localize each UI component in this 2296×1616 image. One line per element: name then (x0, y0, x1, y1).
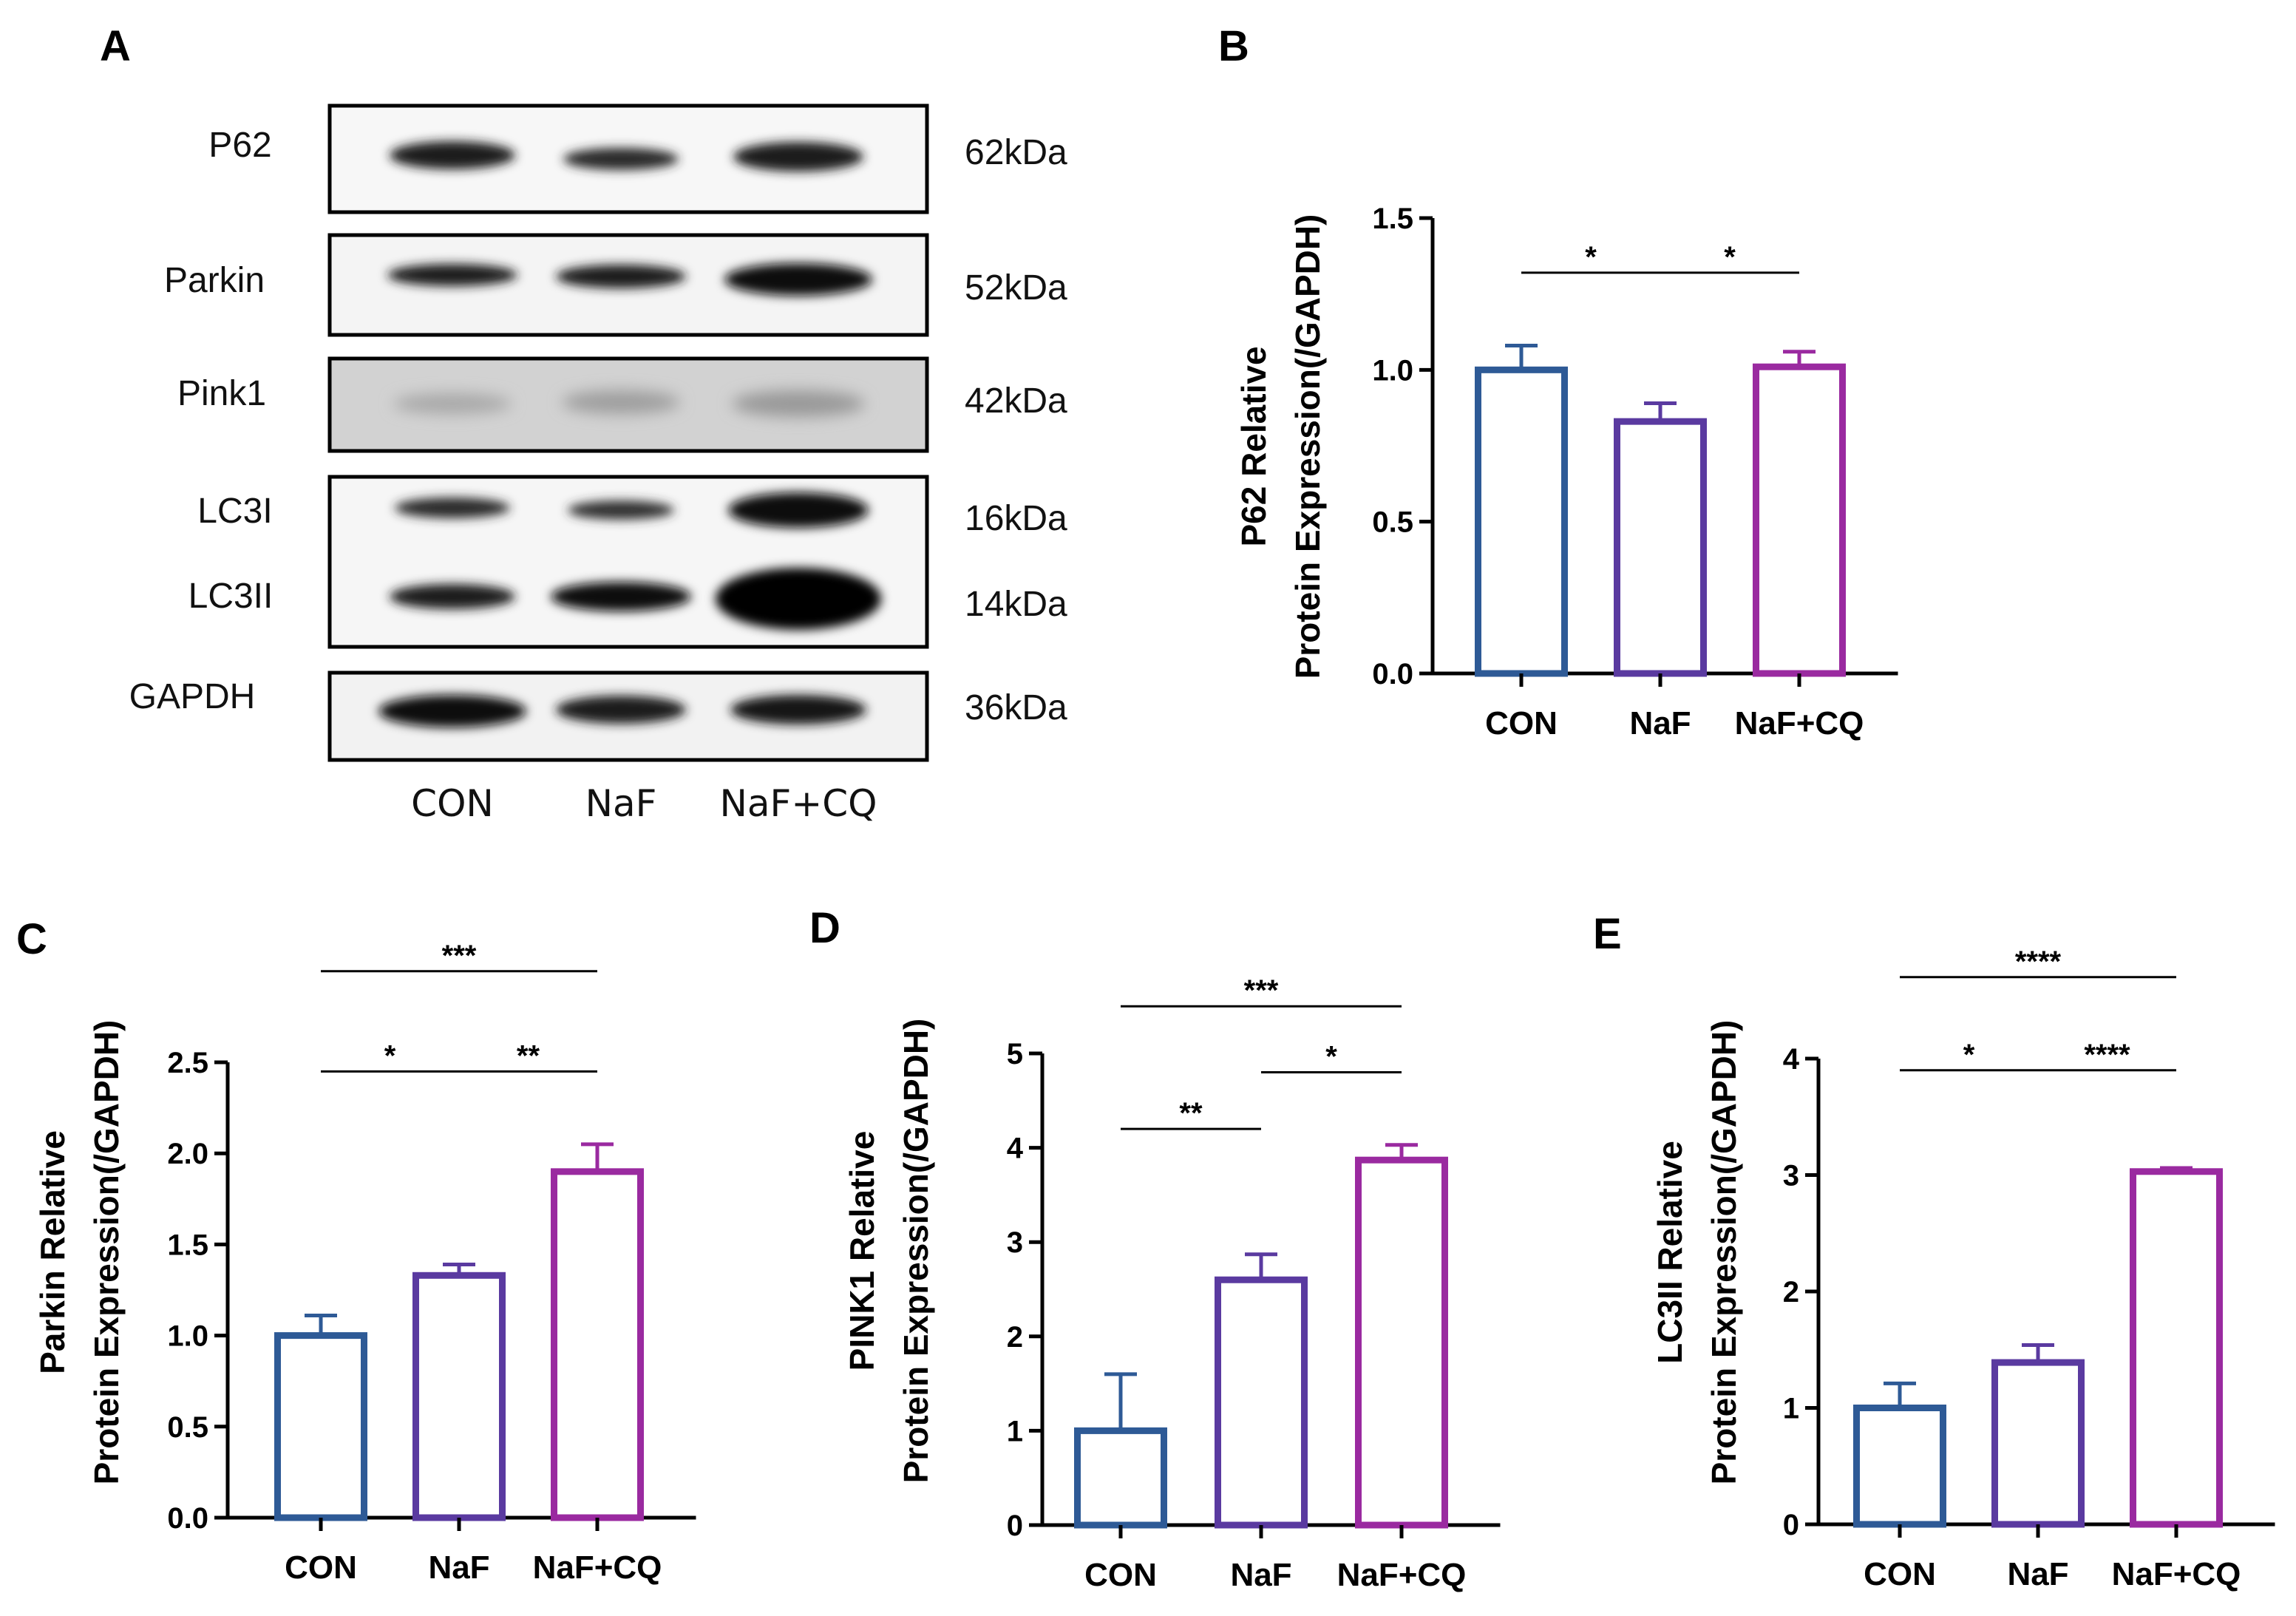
bar-naf (1991, 1359, 2085, 1528)
x-category-label: NaF+CQ (1735, 705, 1864, 741)
x-category-label: NaF (428, 1549, 489, 1586)
y-tick-label: 5 (1007, 1038, 1023, 1070)
y-axis-label-line-2: Protein Expression(/GAPDH) (1288, 214, 1327, 679)
y-tick-label: 2.0 (167, 1138, 208, 1170)
x-category-label: NaF+CQ (1337, 1557, 1467, 1593)
x-category-label: NaF+CQ (533, 1549, 662, 1586)
y-tick-label: 1 (1007, 1415, 1023, 1447)
significance-label: ** (1179, 1097, 1203, 1130)
x-category-label: CON (1485, 705, 1558, 741)
blot-label-parkin: Parkin (164, 261, 265, 300)
significance-label: * (1963, 1039, 1975, 1071)
significance-label: *** (442, 940, 477, 972)
blot-strip-parkin (327, 233, 929, 337)
blot-label-lc3i: LC3I (197, 492, 272, 531)
y-tick-label: 1.5 (167, 1229, 208, 1261)
blot-size-p62: 62kDa (965, 133, 1067, 172)
significance-label: * (384, 1039, 396, 1072)
significance-label: * (1585, 241, 1597, 274)
y-tick-label: 0 (1007, 1510, 1023, 1542)
y-tick-label: 3 (1007, 1226, 1023, 1259)
x-category-label: NaF (2007, 1556, 2068, 1592)
blot-label-pink1: Pink1 (177, 374, 266, 413)
panel-letter-a: A (100, 22, 131, 70)
y-axis-label-line-2: Protein Expression(/GAPDH) (1705, 1020, 1743, 1485)
blot-size-gapdh: 36kDa (965, 688, 1067, 727)
y-tick-label: 4 (1007, 1133, 1024, 1165)
blot-size-lc3ii: 14kDa (965, 585, 1067, 624)
blot-size-parkin: 52kDa (965, 268, 1067, 308)
y-axis-label-line-1: PINK1 Relative (843, 1131, 881, 1371)
x-category-label: NaF+CQ (2112, 1556, 2241, 1592)
y-tick-label: 2.5 (167, 1047, 208, 1079)
bar-chart-c: C Parkin Relative Protein Expression(/GAPD… (16, 915, 696, 1586)
bar-naf-cq (1753, 363, 1846, 677)
y-tick-label: 2 (1783, 1276, 1799, 1308)
bar-naf (1614, 418, 1707, 677)
bar-naf-cq (551, 1168, 644, 1521)
blot-strip-p62 (327, 103, 929, 214)
blot-label-p62: P62 (208, 126, 271, 165)
bar-chart-b: B P62 Relative Protein Expression(/GAPDH) 0… (1218, 22, 1898, 741)
bar-chart-d: D PINK1 Relative Protein Expression(/GAPDH… (809, 904, 1501, 1593)
bar-naf (1215, 1276, 1308, 1529)
western-blot-panel: A P62 Parkin Pink1 LC3I LC3II GAPDH 62kD… (100, 22, 1067, 825)
panel-letter-c: C (16, 915, 47, 963)
bar-naf-cq (1355, 1156, 1448, 1529)
y-tick-label: 1.5 (1372, 203, 1413, 235)
blot-strip-pink1 (327, 356, 929, 453)
y-tick-label: 4 (1783, 1043, 1800, 1076)
x-category-label: NaF (1629, 705, 1691, 741)
y-tick-label: 0.0 (167, 1502, 208, 1535)
y-tick-label: 3 (1783, 1160, 1799, 1192)
y-tick-label: 2 (1007, 1321, 1023, 1354)
blot-label-lc3ii: LC3II (188, 577, 274, 616)
significance-label: **** (2015, 946, 2062, 978)
y-tick-label: 0.5 (1372, 506, 1413, 539)
blot-label-gapdh: GAPDH (129, 677, 256, 716)
y-axis-label-line-2: Protein Expression(/GAPDH) (87, 1020, 126, 1485)
significance-label: ** (517, 1039, 540, 1072)
blot-strip-gapdh (327, 670, 929, 762)
y-tick-label: 0.5 (167, 1411, 208, 1444)
bar-naf (412, 1272, 506, 1521)
significance-label: **** (2084, 1039, 2130, 1071)
significance-label: * (1325, 1041, 1337, 1073)
panel-letter-d: D (809, 904, 840, 952)
blot-size-lc3i: 16kDa (965, 499, 1067, 538)
y-tick-label: 0.0 (1372, 658, 1413, 690)
blot-strip-lc3 (327, 475, 929, 649)
bar-chart-e: E LC3II Relative Protein Expression(/GAPDH… (1593, 910, 2275, 1592)
y-axis-label-line-2: Protein Expression(/GAPDH) (897, 1019, 935, 1484)
y-tick-label: 0 (1783, 1509, 1799, 1541)
panel-letter-b: B (1218, 22, 1249, 70)
blot-lane-naf-cq: NaF+CQ (720, 782, 877, 825)
y-axis-label-line-1: P62 Relative (1234, 346, 1273, 546)
x-category-label: CON (285, 1549, 357, 1586)
y-axis-label-line-1: LC3II Relative (1651, 1141, 1689, 1364)
x-category-label: CON (1084, 1557, 1157, 1593)
significance-label: *** (1244, 974, 1279, 1007)
blot-lane-con: CON (411, 782, 494, 825)
y-tick-label: 1.0 (167, 1320, 208, 1353)
x-category-label: CON (1864, 1556, 1936, 1592)
bar-con (1475, 366, 1568, 677)
bar-con (1074, 1427, 1167, 1529)
y-axis-label-line-1: Parkin Relative (33, 1130, 72, 1374)
y-tick-label: 1.0 (1372, 354, 1413, 387)
panel-letter-e: E (1593, 910, 1622, 958)
bar-con (274, 1332, 367, 1521)
significance-label: * (1724, 241, 1736, 274)
bar-con (1853, 1405, 1946, 1528)
blot-lane-naf: NaF (585, 782, 657, 825)
blot-size-pink1: 42kDa (965, 381, 1067, 421)
bar-naf-cq (2130, 1168, 2223, 1528)
y-tick-label: 1 (1783, 1393, 1799, 1425)
x-category-label: NaF (1230, 1557, 1291, 1593)
